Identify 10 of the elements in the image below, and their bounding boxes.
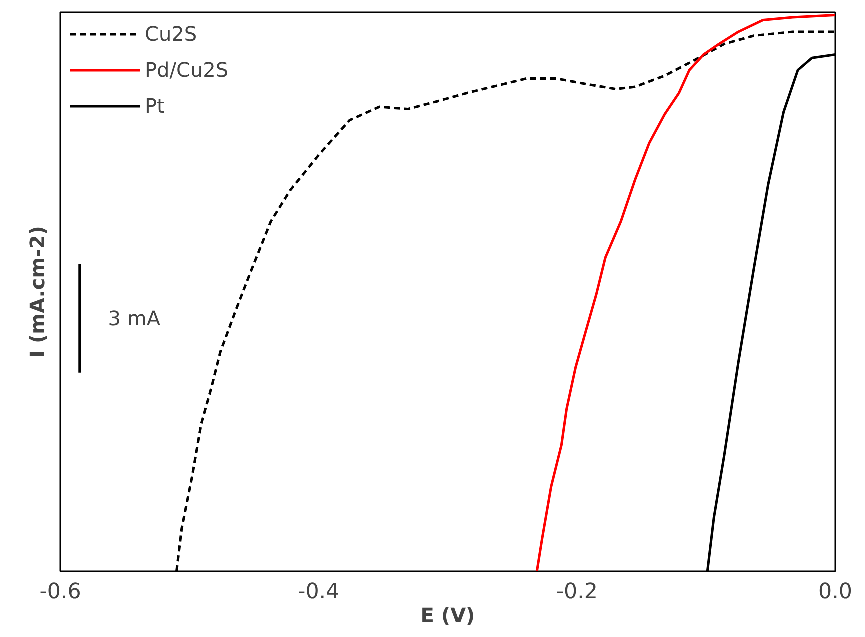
x-tick-label: 0.0	[818, 580, 852, 604]
annotation: 3 mA	[108, 306, 161, 330]
x-axis-title: E (V)	[420, 604, 476, 628]
x-tick-label: -0.4	[298, 580, 340, 604]
y-axis-title: I (mA.cm-2)	[26, 226, 50, 358]
x-tick-label: -0.2	[556, 580, 598, 604]
legend-label: Cu2S	[145, 22, 198, 46]
legend-label: Pt	[145, 94, 165, 118]
x-tick-label: -0.6	[40, 580, 82, 604]
legend-label: Pd/Cu2S	[145, 58, 229, 82]
